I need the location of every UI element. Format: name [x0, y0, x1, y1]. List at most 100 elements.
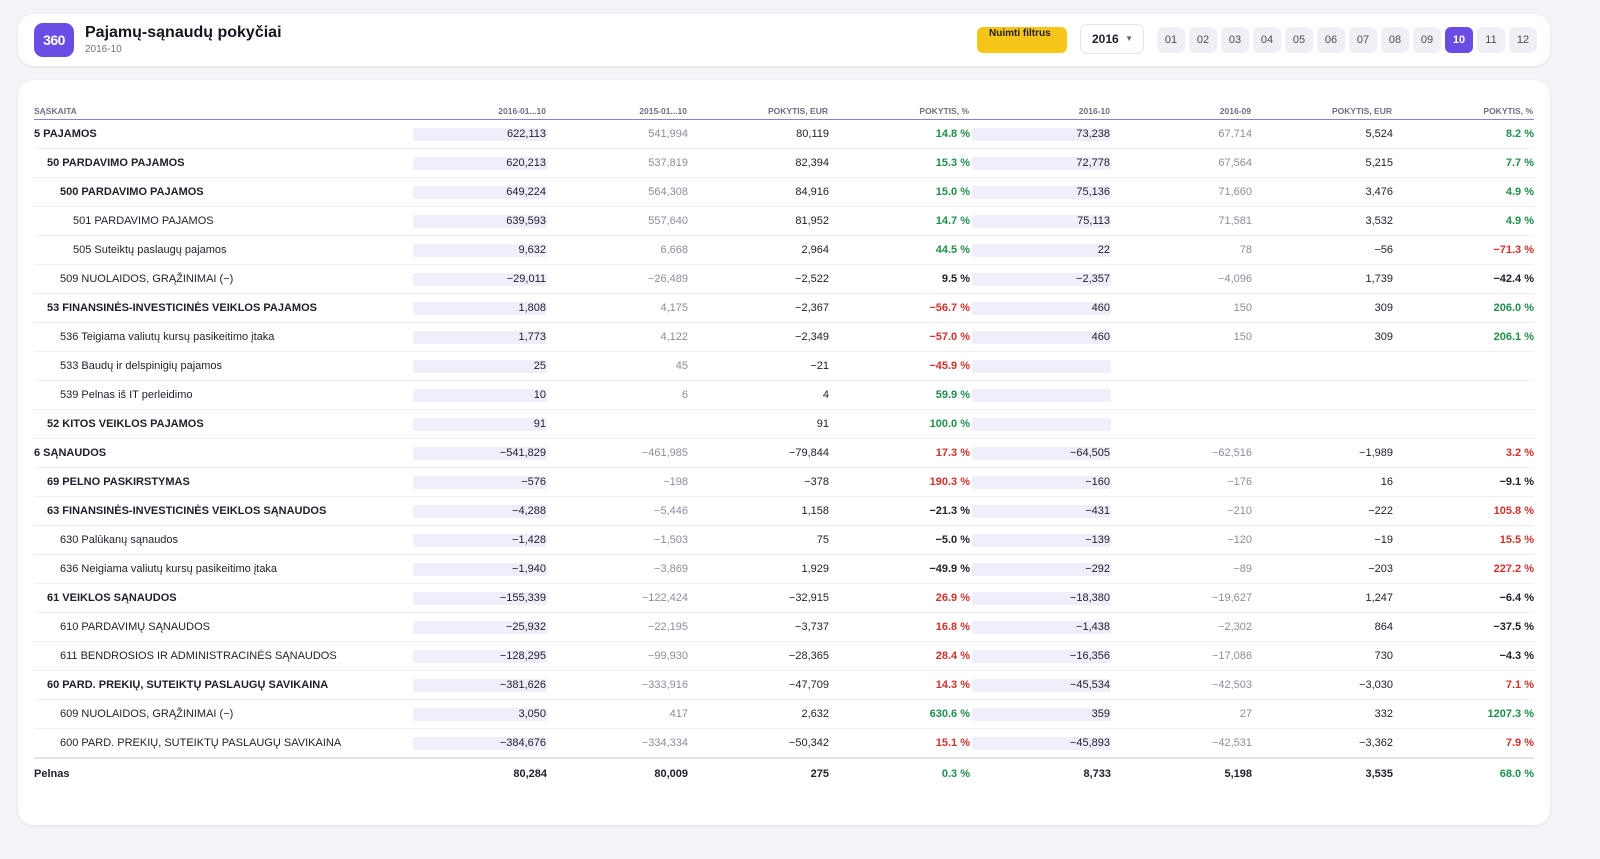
table-row[interactable]: 536 Teigiama valiutų kursų pasikeitimo į… — [34, 322, 1534, 352]
value-cell: 537,819 — [547, 148, 688, 178]
table-row[interactable]: 50 PARDAVIMO PAJAMOS 620,213 537,819 82,394… — [34, 148, 1534, 178]
table-row[interactable]: 61 VEIKLOS SĄNAUDOS −155,339 −122,424 −32,9… — [34, 583, 1534, 613]
table-row[interactable]: 610 PARDAVIMŲ SĄNAUDOS −25,932 −22,195 −3,7… — [34, 612, 1534, 642]
table-row[interactable]: 636 Neigiama valiutų kursų pasikeitimo į… — [34, 554, 1534, 584]
value-cell: −198 — [547, 467, 688, 497]
table-row[interactable]: 60 PARD. PREKIŲ, SUTEIKTŲ PASLAUGŲ SAVIK… — [34, 670, 1534, 700]
table-row[interactable]: 609 NUOLAIDOS, GRĄŽINIMAI (−) 3,050 417 2,6… — [34, 699, 1534, 729]
clear-filters-button[interactable]: Nuimti filtrus — [977, 27, 1067, 53]
percent-change-cell: −21.3 % — [829, 496, 970, 526]
value-bar: 460 — [972, 301, 1111, 315]
year-select[interactable]: 2016 ▼ — [1080, 24, 1144, 54]
percent-change-cell: 206.1 % — [1393, 322, 1534, 352]
value-cell: 67,714 — [1111, 119, 1252, 149]
value-cell: 27 — [1111, 699, 1252, 729]
value-cell: 730 — [1252, 641, 1393, 671]
value-bar: 9,632 — [413, 243, 547, 257]
table-row[interactable]: 501 PARDAVIMO PAJAMOS 639,593 557,640 81,95… — [34, 206, 1534, 236]
column-header-0[interactable]: SĄSKAITA — [34, 94, 411, 120]
month-button-05[interactable]: 05 — [1285, 27, 1313, 53]
value-cell: 71,660 — [1111, 177, 1252, 207]
value-cell: −292 — [970, 554, 1111, 584]
value-cell: −3,362 — [1252, 728, 1393, 759]
value-cell: −19 — [1252, 525, 1393, 555]
value-bar: −29,011 — [413, 272, 547, 286]
table-row[interactable]: 539 Pelnas iš IT perleidimo 10 6 4 59.9 % — [34, 380, 1534, 410]
value-cell: 6,668 — [547, 235, 688, 265]
column-header-8[interactable]: POKYTIS, % — [1393, 94, 1534, 120]
value-cell: −155,339 — [411, 583, 547, 613]
value-bar: 460 — [972, 330, 1111, 344]
table-row[interactable]: 52 KITOS VEIKLOS PAJAMOS 91 91 100.0 % — [34, 409, 1534, 439]
percent-change-cell: −5.0 % — [829, 525, 970, 555]
percent-change-cell: 15.5 % — [1393, 525, 1534, 555]
value-cell: 460 — [970, 322, 1111, 352]
table-row[interactable]: 69 PELNO PASKIRSTYMAS −576 −198 −378 190.3 %… — [34, 467, 1534, 497]
table-row[interactable]: 509 NUOLAIDOS, GRĄŽINIMAI (−) −29,011 −26,… — [34, 264, 1534, 294]
table-header-row: SĄSKAITA 2016-01...10 2015-01...10 POKYTIS,… — [34, 94, 1534, 120]
value-cell: 5,524 — [1252, 119, 1393, 149]
month-button-09[interactable]: 09 — [1413, 27, 1441, 53]
month-button-10[interactable]: 10 — [1445, 27, 1473, 53]
value-cell: 1,247 — [1252, 583, 1393, 613]
account-name: 500 PARDAVIMO PAJAMOS — [34, 177, 411, 207]
value-cell: 75,136 — [970, 177, 1111, 207]
month-button-08[interactable]: 08 — [1381, 27, 1409, 53]
account-name: 63 FINANSINĖS-INVESTICINĖS VEIKLOS SĄNAU… — [34, 496, 411, 526]
value-cell: 72,778 — [970, 148, 1111, 178]
table-row[interactable]: 500 PARDAVIMO PAJAMOS 649,224 564,308 84,91… — [34, 177, 1534, 207]
value-cell: −3,869 — [547, 554, 688, 584]
value-cell: 622,113 — [411, 119, 547, 149]
month-button-04[interactable]: 04 — [1253, 27, 1281, 53]
value-cell: −99,930 — [547, 641, 688, 671]
month-button-03[interactable]: 03 — [1221, 27, 1249, 53]
month-button-11[interactable]: 11 — [1477, 27, 1505, 53]
value-cell: 80,009 — [547, 757, 688, 789]
value-cell: −3,030 — [1252, 670, 1393, 700]
percent-change-cell — [1393, 409, 1534, 439]
value-cell: −378 — [688, 467, 829, 497]
month-button-12[interactable]: 12 — [1509, 27, 1537, 53]
value-cell: 75 — [688, 525, 829, 555]
percent-change-cell: 227.2 % — [1393, 554, 1534, 584]
column-header-6[interactable]: 2016-09 — [1111, 94, 1252, 120]
page-title: Pajamų-sąnaudų pokyčiai — [85, 24, 282, 41]
table-row[interactable]: 600 PARD. PREKIŲ, SUTEIKTŲ PASLAUGŲ SAVI… — [34, 728, 1534, 759]
table-row[interactable]: 505 Suteiktų paslaugų pajamos 9,632 6,668 2… — [34, 235, 1534, 265]
value-cell: 4,175 — [547, 293, 688, 323]
column-header-5[interactable]: 2016-10 — [970, 94, 1111, 120]
value-cell: −1,503 — [547, 525, 688, 555]
value-cell: −28,365 — [688, 641, 829, 671]
column-header-7[interactable]: POKYTIS, EUR — [1252, 94, 1393, 120]
value-bar: −541,829 — [413, 446, 547, 460]
column-header-4[interactable]: POKYTIS, % — [829, 94, 970, 120]
table-row[interactable]: 63 FINANSINĖS-INVESTICINĖS VEIKLOS SĄNAU… — [34, 496, 1534, 526]
percent-change-cell: 100.0 % — [829, 409, 970, 439]
table-row[interactable]: 611 BENDROSIOS IR ADMINISTRACINĖS SĄNAUD… — [34, 641, 1534, 671]
percent-change-cell: 3.2 % — [1393, 438, 1534, 468]
column-header-2[interactable]: 2015-01...10 — [547, 94, 688, 120]
table-row[interactable]: 5 PAJAMOS 622,113 541,994 80,119 14.8 % 73,23… — [34, 119, 1534, 149]
table-row[interactable]: 630 Palūkanų sąnaudos −1,428 −1,503 75 −5.0 … — [34, 525, 1534, 555]
value-cell: 4 — [688, 380, 829, 410]
column-header-3[interactable]: POKYTIS, EUR — [688, 94, 829, 120]
value-cell: 275 — [688, 757, 829, 789]
table-row[interactable]: 533 Baudų ir delspinigių pajamos 25 45 −21−… — [34, 351, 1534, 381]
table-row[interactable]: 6 SĄNAUDOS −541,829 −461,985 −79,844 17.3 % −… — [34, 438, 1534, 468]
percent-change-cell: 7.7 % — [1393, 148, 1534, 178]
value-bar: −576 — [413, 475, 547, 489]
column-header-1[interactable]: 2016-01...10 — [411, 94, 547, 120]
month-button-01[interactable]: 01 — [1157, 27, 1185, 53]
value-bar: 1,808 — [413, 301, 547, 315]
table-row[interactable]: 53 FINANSINĖS-INVESTICINĖS VEIKLOS PAJAM… — [34, 293, 1534, 323]
value-bar: 622,113 — [413, 127, 547, 141]
percent-change-cell: 4.9 % — [1393, 206, 1534, 236]
account-name: 509 NUOLAIDOS, GRĄŽINIMAI (−) — [34, 264, 411, 294]
month-button-07[interactable]: 07 — [1349, 27, 1377, 53]
app-logo[interactable]: 360 — [34, 23, 74, 57]
value-cell: 78 — [1111, 235, 1252, 265]
month-button-02[interactable]: 02 — [1189, 27, 1217, 53]
value-cell: 8,733 — [970, 757, 1111, 789]
month-button-06[interactable]: 06 — [1317, 27, 1345, 53]
